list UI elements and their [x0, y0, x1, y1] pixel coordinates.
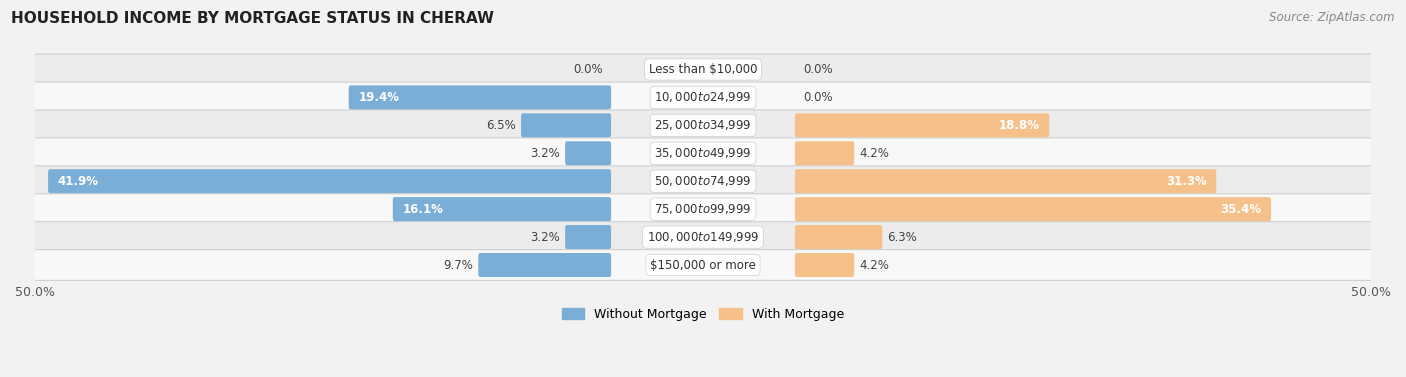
- FancyBboxPatch shape: [21, 82, 1385, 113]
- FancyBboxPatch shape: [48, 169, 612, 193]
- Text: 18.8%: 18.8%: [998, 119, 1039, 132]
- Text: $150,000 or more: $150,000 or more: [650, 259, 756, 271]
- Text: 6.5%: 6.5%: [486, 119, 516, 132]
- Text: 3.2%: 3.2%: [530, 231, 560, 244]
- FancyBboxPatch shape: [21, 250, 1385, 280]
- Text: 0.0%: 0.0%: [803, 63, 832, 76]
- Text: 0.0%: 0.0%: [803, 91, 832, 104]
- Text: 6.3%: 6.3%: [887, 231, 917, 244]
- Text: 16.1%: 16.1%: [402, 202, 443, 216]
- FancyBboxPatch shape: [21, 138, 1385, 169]
- FancyBboxPatch shape: [21, 166, 1385, 196]
- FancyBboxPatch shape: [392, 197, 612, 221]
- FancyBboxPatch shape: [794, 169, 1216, 193]
- Text: 31.3%: 31.3%: [1166, 175, 1206, 188]
- Text: HOUSEHOLD INCOME BY MORTGAGE STATUS IN CHERAW: HOUSEHOLD INCOME BY MORTGAGE STATUS IN C…: [11, 11, 495, 26]
- Text: $100,000 to $149,999: $100,000 to $149,999: [647, 230, 759, 244]
- Text: 19.4%: 19.4%: [359, 91, 399, 104]
- Text: $10,000 to $24,999: $10,000 to $24,999: [654, 90, 752, 104]
- FancyBboxPatch shape: [522, 113, 612, 137]
- FancyBboxPatch shape: [794, 141, 855, 165]
- Text: $25,000 to $34,999: $25,000 to $34,999: [654, 118, 752, 132]
- FancyBboxPatch shape: [349, 85, 612, 109]
- FancyBboxPatch shape: [21, 222, 1385, 253]
- FancyBboxPatch shape: [21, 110, 1385, 141]
- FancyBboxPatch shape: [794, 197, 1271, 221]
- Legend: Without Mortgage, With Mortgage: Without Mortgage, With Mortgage: [557, 303, 849, 326]
- Text: $50,000 to $74,999: $50,000 to $74,999: [654, 174, 752, 188]
- Text: 3.2%: 3.2%: [530, 147, 560, 160]
- Text: Source: ZipAtlas.com: Source: ZipAtlas.com: [1270, 11, 1395, 24]
- Text: $35,000 to $49,999: $35,000 to $49,999: [654, 146, 752, 160]
- FancyBboxPatch shape: [565, 225, 612, 249]
- FancyBboxPatch shape: [794, 253, 855, 277]
- Text: 0.0%: 0.0%: [574, 63, 603, 76]
- Text: $75,000 to $99,999: $75,000 to $99,999: [654, 202, 752, 216]
- FancyBboxPatch shape: [21, 194, 1385, 224]
- FancyBboxPatch shape: [21, 54, 1385, 85]
- Text: Less than $10,000: Less than $10,000: [648, 63, 758, 76]
- FancyBboxPatch shape: [794, 113, 1049, 137]
- Text: 9.7%: 9.7%: [443, 259, 474, 271]
- FancyBboxPatch shape: [565, 141, 612, 165]
- FancyBboxPatch shape: [478, 253, 612, 277]
- Text: 4.2%: 4.2%: [859, 147, 889, 160]
- Text: 4.2%: 4.2%: [859, 259, 889, 271]
- FancyBboxPatch shape: [794, 225, 883, 249]
- Text: 41.9%: 41.9%: [58, 175, 98, 188]
- Text: 35.4%: 35.4%: [1220, 202, 1261, 216]
